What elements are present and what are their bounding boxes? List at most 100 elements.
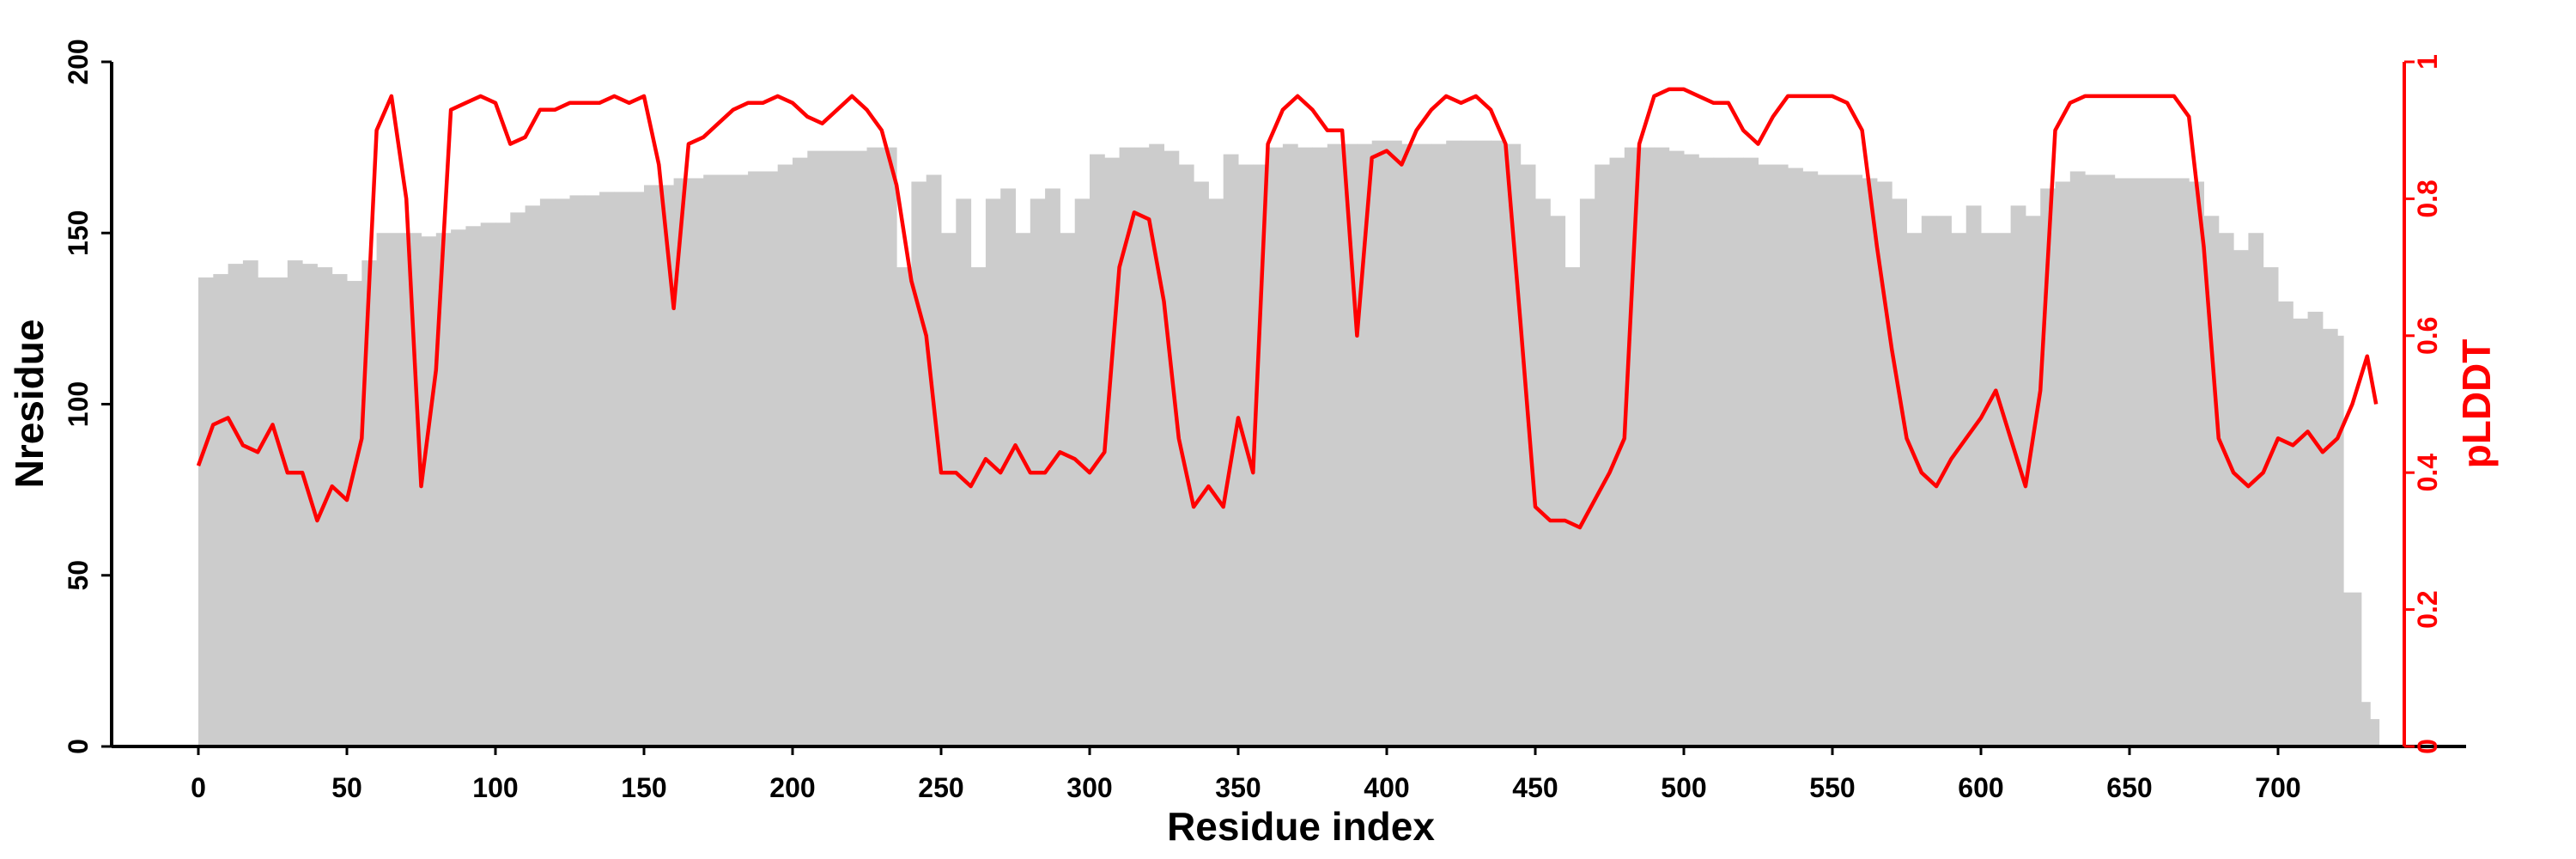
nresidue-bar	[258, 277, 273, 746]
nresidue-bar	[852, 150, 867, 747]
nresidue-bar	[465, 226, 482, 746]
nresidue-bar	[2343, 592, 2362, 746]
y2-tick-label: 0.4	[2412, 454, 2443, 492]
nresidue-bar	[421, 236, 437, 746]
nresidue-bar	[213, 274, 229, 746]
nresidue-bar	[807, 150, 823, 747]
nresidue-bar	[793, 157, 808, 746]
nresidue-bar	[361, 260, 378, 746]
nresidue-bar	[1475, 140, 1492, 746]
nresidue-bar	[1074, 198, 1091, 746]
nresidue-bar	[1802, 171, 1819, 746]
x-tick-label: 300	[1066, 772, 1112, 803]
y-tick-label: 150	[63, 210, 94, 256]
y2-tick-label: 0.6	[2412, 317, 2443, 355]
nresidue-bar	[1684, 154, 1699, 747]
nresidue-bar	[1579, 198, 1595, 746]
nresidue-bar	[1654, 147, 1670, 746]
nresidue-bar	[2203, 216, 2220, 746]
nresidue-bar	[2218, 233, 2234, 746]
nresidue-bar	[881, 147, 897, 746]
x-tick-label: 700	[2255, 772, 2300, 803]
nresidue-bar	[2337, 335, 2344, 746]
nresidue-bar	[1371, 140, 1388, 746]
x-tick-label: 0	[191, 772, 206, 803]
nresidue-bar	[1060, 233, 1076, 746]
nresidue-bar	[1758, 164, 1774, 747]
nresidue-bar	[1267, 147, 1284, 746]
nresidue-bar	[2099, 174, 2116, 746]
nresidue-bar	[2263, 267, 2279, 747]
nresidue-bar	[688, 178, 704, 747]
nresidue-bar	[2307, 311, 2324, 746]
x-tick-label: 100	[472, 772, 518, 803]
nresidue-bar	[1461, 140, 1477, 746]
nresidue-bar	[1892, 198, 1907, 746]
nresidue-bar	[985, 198, 1001, 746]
nresidue-bar	[2025, 216, 2041, 746]
nresidue-bar	[2293, 318, 2309, 746]
nresidue-bar	[525, 205, 541, 746]
nresidue-bar	[198, 277, 214, 746]
nresidue-bar	[406, 233, 422, 746]
nresidue-bar	[1253, 164, 1269, 747]
nresidue-bar	[1194, 181, 1209, 747]
nresidue-bar	[1520, 164, 1536, 747]
nresidue-bar	[1446, 140, 1461, 746]
x-tick-label: 50	[331, 772, 362, 803]
nresidue-bar	[1698, 157, 1715, 746]
nresidue-bar	[1312, 147, 1328, 746]
nresidue-bar	[1832, 174, 1848, 746]
x-tick-label: 450	[1512, 772, 1558, 803]
nresidue-bar	[956, 198, 972, 746]
nresidue-bar	[866, 147, 883, 746]
nresidue-bar	[911, 181, 927, 747]
nresidue-bar	[2278, 301, 2293, 746]
nresidue-bar	[391, 233, 407, 746]
nresidue-bar	[1238, 164, 1254, 747]
nresidue-bar	[1431, 143, 1447, 746]
nresidue-bar	[673, 178, 690, 747]
nresidue-bar	[1668, 150, 1685, 747]
nresidue-bar	[510, 212, 526, 747]
nresidue-bar	[1178, 164, 1194, 747]
nresidue-bar	[1133, 147, 1150, 746]
nresidue-bar	[2114, 178, 2130, 747]
nresidue-bar	[1149, 143, 1164, 746]
nresidue-bar	[331, 274, 348, 746]
x-tick-label: 150	[621, 772, 666, 803]
nresidue-bar	[1297, 147, 1313, 746]
nresidue-bar	[1936, 216, 1952, 746]
y2-tick-label: 1	[2412, 54, 2443, 70]
nresidue-bar	[1119, 147, 1135, 746]
nresidue-bar	[1282, 143, 1298, 746]
y-tick-label: 50	[63, 560, 94, 591]
nresidue-bar	[1564, 267, 1581, 747]
nresidue-bar	[480, 222, 496, 746]
nresidue-bar	[1906, 233, 1923, 746]
nresidue-bar	[1996, 233, 2012, 746]
nresidue-bar	[1090, 154, 1105, 747]
nresidue-bar	[659, 185, 675, 746]
nresidue-bar	[1713, 157, 1729, 746]
nresidue-bar	[762, 171, 779, 746]
nresidue-bar	[495, 222, 511, 746]
nresidue-bar	[242, 260, 258, 746]
nresidue-bar	[896, 267, 912, 747]
nresidue-bar	[732, 174, 749, 746]
nresidue-bar	[1491, 140, 1506, 746]
nresidue-bar	[302, 264, 318, 746]
nresidue-bar	[1015, 233, 1031, 746]
y-axis-left: 0 50 100 150 200	[63, 39, 113, 754]
nresidue-bar	[2189, 181, 2204, 747]
x-tick-label: 600	[1958, 772, 2003, 803]
nresidue-bar	[777, 164, 793, 747]
nresidue-bar	[539, 198, 556, 746]
nresidue-bar	[2129, 178, 2145, 747]
x-axis-title: Residue index	[1167, 804, 1435, 849]
nresidue-bar	[1743, 157, 1759, 746]
nresidue-bar	[703, 174, 719, 746]
y2-tick-label: 0.2	[2412, 590, 2443, 628]
nresidue-bar	[1595, 164, 1610, 747]
nresidue-bar	[2069, 171, 2086, 746]
